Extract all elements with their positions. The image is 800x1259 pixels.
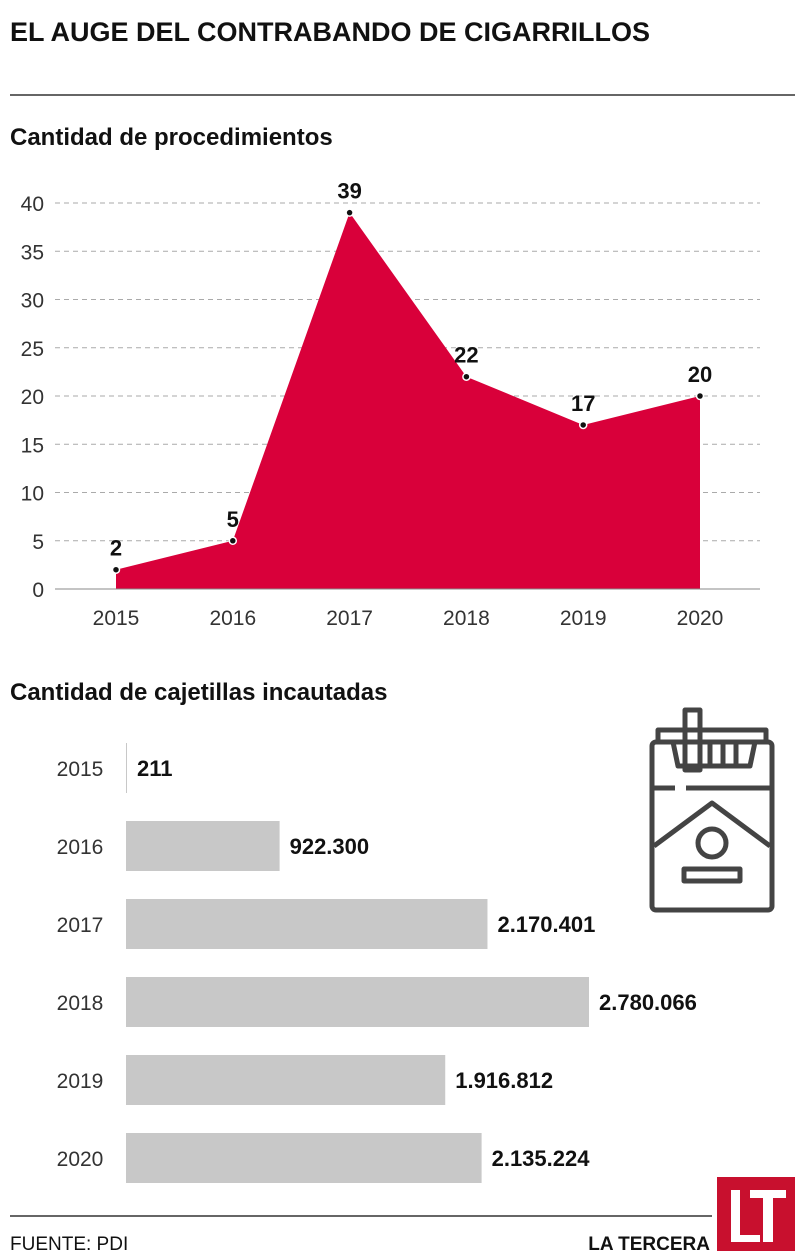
page-title: EL AUGE DEL CONTRABANDO DE CIGARRILLOS xyxy=(10,17,650,47)
x-tick-label: 2018 xyxy=(443,607,490,630)
data-point xyxy=(345,208,354,217)
y-tick-label: 40 xyxy=(21,193,44,216)
x-tick-label: 2019 xyxy=(560,607,607,630)
bar xyxy=(126,1133,482,1183)
data-point xyxy=(578,420,588,430)
data-label: 17 xyxy=(571,391,595,416)
y-tick-label: 30 xyxy=(21,290,44,313)
bar xyxy=(126,977,589,1027)
y-tick-label: 5 xyxy=(32,531,44,554)
data-label: 5 xyxy=(227,507,239,532)
bar xyxy=(126,743,127,793)
cigarette-pack-icon xyxy=(649,707,775,913)
y-category-label: 2019 xyxy=(57,1070,104,1093)
data-point xyxy=(111,565,121,574)
data-label: 39 xyxy=(337,179,361,204)
data-point xyxy=(462,372,471,381)
logo-letters xyxy=(731,1190,786,1242)
bar-value-label: 2.170.401 xyxy=(497,912,595,937)
y-category-label: 2018 xyxy=(57,992,104,1015)
bar-value-label: 922.300 xyxy=(290,834,370,859)
data-point xyxy=(695,391,705,401)
x-tick-label: 2015 xyxy=(93,607,140,630)
y-tick-label: 25 xyxy=(21,338,44,361)
line-chart-title: Cantidad de procedimientos xyxy=(10,124,333,151)
y-category-label: 2016 xyxy=(57,836,104,859)
y-tick-label: 20 xyxy=(21,386,44,409)
bar xyxy=(126,821,280,871)
area-series xyxy=(116,212,700,589)
y-tick-label: 0 xyxy=(32,579,44,602)
bar-value-label: 1.916.812 xyxy=(455,1068,553,1093)
bar-value-label: 211 xyxy=(137,756,173,781)
bar-chart-title: Cantidad de cajetillas incautadas xyxy=(10,679,387,706)
data-label: 20 xyxy=(688,362,712,387)
y-category-label: 2015 xyxy=(57,758,104,781)
bar xyxy=(126,899,488,949)
y-tick-label: 10 xyxy=(21,483,44,506)
x-tick-label: 2020 xyxy=(677,607,724,630)
brand-name: LA TERCERA xyxy=(588,1234,710,1255)
bar-value-label: 2.135.224 xyxy=(492,1146,591,1171)
source-text: FUENTE: PDI xyxy=(10,1234,128,1255)
bar-value-label: 2.780.066 xyxy=(599,990,697,1015)
y-tick-label: 15 xyxy=(21,434,44,457)
y-category-label: 2020 xyxy=(57,1148,104,1171)
bar-chart: 2015 211 2016 922.300 2017 2.170.401 2018 2.780… xyxy=(57,743,697,1183)
data-label: 2 xyxy=(110,536,122,561)
y-category-label: 2017 xyxy=(57,914,104,937)
x-tick-label: 2016 xyxy=(209,607,256,630)
x-tick-label: 2017 xyxy=(326,607,373,630)
data-point xyxy=(228,536,238,545)
line-chart: 0 5 10 15 20 25 30 35 40 2 2015 5 2016 39 2017 22 2018 17… xyxy=(21,179,760,630)
y-tick-label: 35 xyxy=(21,241,44,264)
bar xyxy=(126,1055,446,1105)
data-label: 22 xyxy=(454,343,478,368)
